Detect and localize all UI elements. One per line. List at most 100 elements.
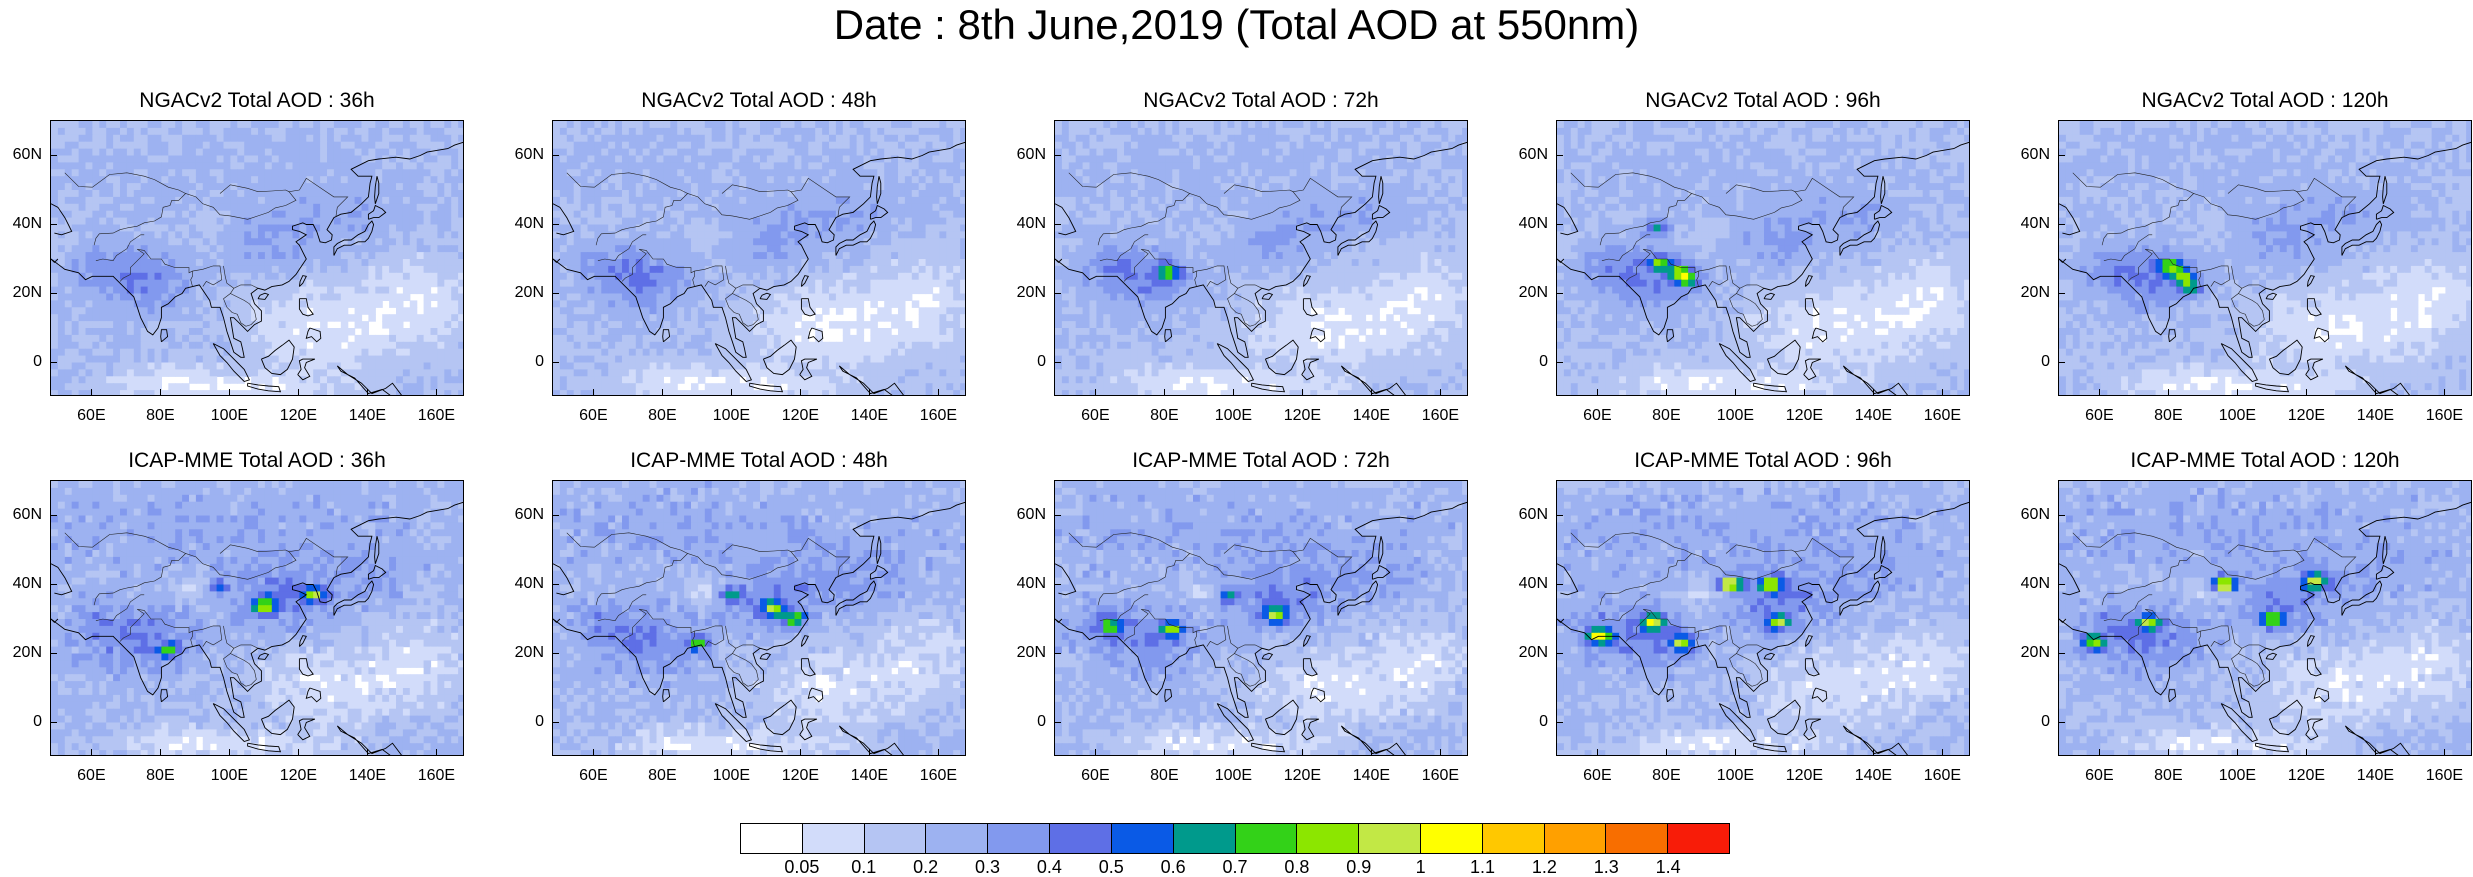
aod-cell	[362, 287, 370, 295]
aod-cell	[739, 128, 747, 135]
aod-cell	[719, 335, 727, 343]
aod-cell	[86, 259, 94, 267]
aod-cell	[622, 135, 630, 143]
aod-cell	[753, 266, 761, 274]
aod-cell	[293, 211, 301, 219]
aod-cell	[608, 121, 616, 129]
aod-cell	[946, 238, 954, 246]
aod-cell	[939, 369, 947, 377]
aod-cell	[168, 363, 176, 371]
aod-cell	[389, 280, 397, 288]
aod-cell	[417, 245, 425, 253]
aod-cell	[141, 231, 149, 239]
aod-cell	[553, 294, 561, 302]
aod-cell	[829, 383, 837, 391]
aod-cell	[581, 342, 589, 350]
aod-cell	[850, 294, 858, 302]
aod-cell	[79, 294, 87, 302]
aod-cell	[788, 231, 796, 239]
aod-cell	[588, 128, 596, 135]
aod-cell	[629, 218, 637, 226]
aod-cell	[760, 176, 768, 184]
aod-cell	[244, 149, 252, 157]
aod-cell	[293, 280, 301, 288]
aod-cell	[643, 162, 651, 170]
aod-cell	[857, 266, 865, 274]
aod-cell	[588, 156, 596, 164]
aod-cell	[72, 231, 80, 239]
aod-cell	[912, 280, 920, 288]
aod-cell	[677, 280, 685, 288]
aod-cell	[175, 356, 183, 364]
aod-cell	[781, 252, 789, 260]
aod-cell	[808, 238, 816, 246]
aod-cell	[712, 238, 720, 246]
aod-cell	[643, 245, 651, 253]
aod-cell	[946, 335, 954, 343]
aod-cell	[258, 328, 266, 336]
aod-cell	[636, 149, 644, 157]
aod-cell	[348, 266, 356, 274]
aod-cell	[691, 245, 699, 253]
aod-cell	[877, 363, 885, 371]
aod-cell	[375, 300, 383, 308]
aod-cell	[657, 142, 665, 150]
aod-cell	[79, 211, 87, 219]
aod-cell	[348, 328, 356, 336]
aod-cell	[767, 128, 775, 135]
aod-cell	[898, 149, 906, 157]
aod-cell	[670, 321, 678, 329]
aod-cell	[905, 149, 913, 157]
aod-cell	[141, 349, 149, 357]
aod-cell	[684, 197, 692, 205]
aod-cell	[224, 162, 232, 170]
aod-cell	[230, 156, 238, 164]
aod-cell	[1096, 128, 1104, 135]
aod-cell	[781, 162, 789, 170]
aod-cell	[870, 259, 878, 267]
aod-cell	[560, 169, 568, 177]
aod-cell	[663, 149, 671, 157]
aod-cell	[919, 169, 927, 177]
aod-cell	[898, 176, 906, 184]
aod-cell	[106, 142, 114, 150]
aod-cell	[424, 349, 432, 357]
aod-cell	[608, 383, 616, 391]
aod-cell	[306, 259, 314, 267]
aod-cell	[650, 225, 658, 233]
aod-cell	[615, 259, 623, 267]
aod-cell	[348, 390, 356, 396]
aod-cell	[362, 294, 370, 302]
aod-cell	[444, 183, 452, 191]
aod-cell	[953, 280, 961, 288]
aod-cell	[265, 162, 273, 170]
aod-cell	[622, 121, 630, 129]
aod-cell	[960, 135, 966, 143]
aod-cell	[815, 383, 823, 391]
aod-cell	[258, 204, 266, 212]
aod-cell	[739, 121, 747, 129]
aod-cell	[581, 190, 589, 198]
aod-cell	[808, 183, 816, 191]
aod-cell	[822, 211, 830, 219]
aod-cell	[898, 328, 906, 336]
aod-cell	[148, 204, 156, 212]
aod-cell	[781, 335, 789, 343]
aod-cell	[753, 356, 761, 364]
aod-cell	[864, 169, 872, 177]
aod-cell	[870, 135, 878, 143]
aod-cell	[389, 162, 397, 170]
x-tick-mark	[229, 389, 230, 396]
aod-cell	[127, 176, 134, 184]
aod-cell	[113, 363, 121, 371]
aod-cell	[293, 142, 301, 150]
aod-cell	[410, 287, 418, 295]
aod-cell	[767, 238, 775, 246]
aod-cell	[134, 356, 142, 364]
aod-cell	[657, 183, 665, 191]
aod-cell	[362, 280, 370, 288]
aod-cell	[327, 259, 335, 267]
aod-cell	[65, 142, 73, 150]
aod-cell	[224, 369, 232, 377]
aod-cell	[141, 135, 149, 143]
